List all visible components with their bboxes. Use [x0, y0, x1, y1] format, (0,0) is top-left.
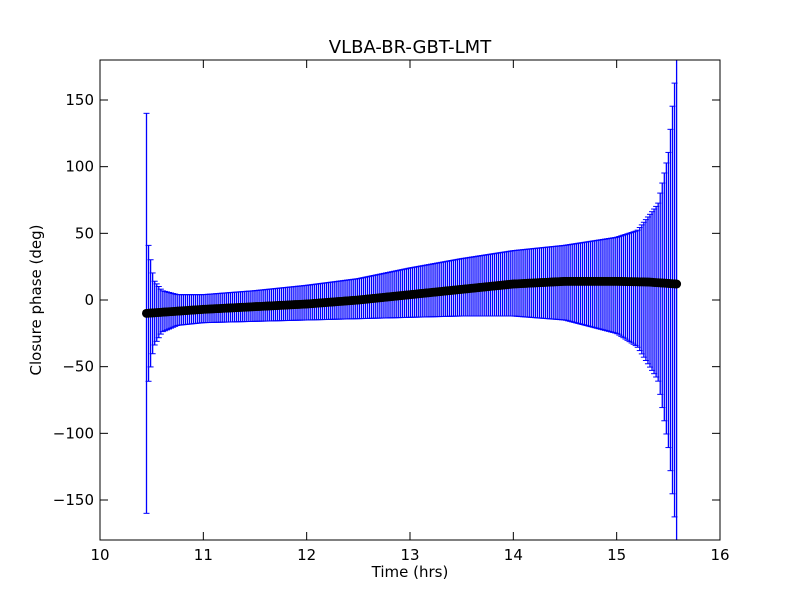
- y-axis-label: Closure phase (deg): [27, 225, 45, 376]
- y-tick-label: 100: [65, 158, 94, 176]
- data-point: [672, 279, 682, 289]
- x-tick-label: 13: [400, 546, 419, 564]
- errorbar-series: [143, 60, 680, 540]
- x-tick-label: 11: [194, 546, 213, 564]
- x-tick-label: 14: [504, 546, 523, 564]
- plot-area: [142, 60, 682, 540]
- x-tick-label: 15: [607, 546, 626, 564]
- x-tick-label: 10: [90, 546, 109, 564]
- x-tick-label: 16: [710, 546, 729, 564]
- x-axis-label: Time (hrs): [371, 563, 449, 581]
- y-tick-label: 50: [75, 224, 94, 242]
- x-tick-label: 12: [297, 546, 316, 564]
- y-tick-label: −150: [53, 491, 94, 509]
- axes: 10 11 12 13 14 15 16 −150 −100 −50 0 50 100 150: [53, 60, 730, 564]
- y-tick-label: −100: [53, 424, 94, 442]
- marker-series: [142, 276, 682, 318]
- y-tick-label: −50: [62, 358, 94, 376]
- y-tick-label: 0: [84, 291, 94, 309]
- chart-title: VLBA-BR-GBT-LMT: [329, 37, 492, 58]
- y-tick-label: 150: [65, 91, 94, 109]
